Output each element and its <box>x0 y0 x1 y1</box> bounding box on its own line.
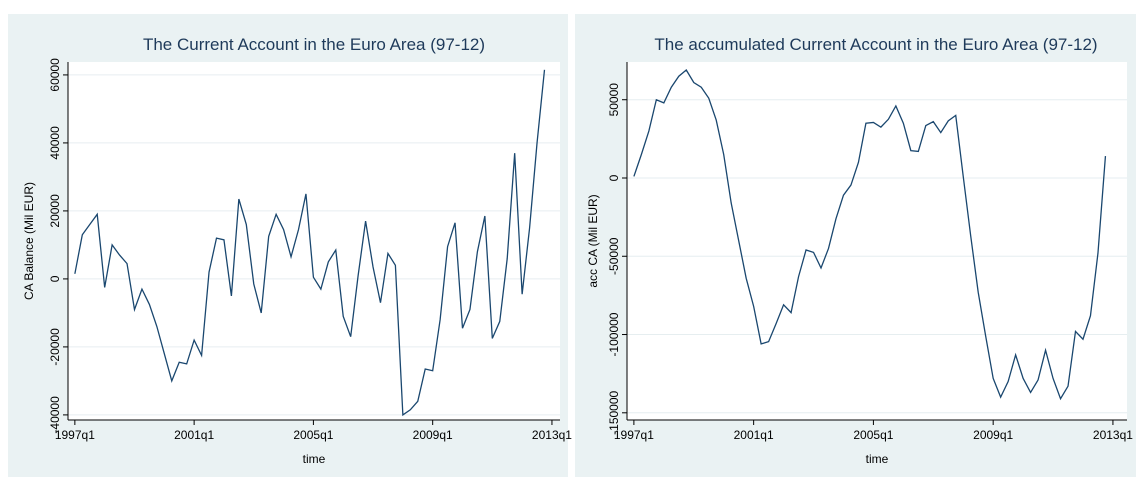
chart-title: The accumulated Current Account in the E… <box>654 35 1097 54</box>
x-tick-label: 2013q1 <box>532 428 572 442</box>
x-tick-label: 1997q1 <box>614 428 654 442</box>
y-tick-label: -40000 <box>48 396 62 434</box>
y-tick-label: -100000 <box>607 312 621 356</box>
y-tick-label: -20000 <box>48 328 62 366</box>
y-tick-label: 50000 <box>607 83 621 117</box>
x-tick-label: 2009q1 <box>413 428 453 442</box>
plot-area <box>68 62 560 420</box>
x-tick-label: 2005q1 <box>853 428 893 442</box>
y-tick-label: -150000 <box>607 390 621 434</box>
y-axis-title: acc CA (Mil EUR) <box>586 194 600 287</box>
plot-area <box>627 62 1127 420</box>
x-tick-label: 2013q1 <box>1093 428 1133 442</box>
y-tick-label: 40000 <box>48 126 62 160</box>
x-tick-label: 2009q1 <box>973 428 1013 442</box>
y-tick-label: 60000 <box>48 58 62 92</box>
x-tick-label: 2001q1 <box>734 428 774 442</box>
x-axis-title: time <box>303 452 326 466</box>
data-line <box>633 68 1107 401</box>
data-line <box>74 69 546 417</box>
y-tick-label: -50000 <box>607 237 621 275</box>
y-tick-label: 0 <box>48 275 62 282</box>
chart-title: The Current Account in the Euro Area (97… <box>143 35 485 54</box>
x-tick-label: 2005q1 <box>293 428 333 442</box>
y-tick-label: 0 <box>607 174 621 181</box>
x-axis-title: time <box>866 452 889 466</box>
x-tick-label: 1997q1 <box>55 428 95 442</box>
y-tick-label: 20000 <box>48 194 62 228</box>
x-tick-label: 2001q1 <box>174 428 214 442</box>
y-axis-title: CA Balance (Mil EUR) <box>22 182 36 300</box>
